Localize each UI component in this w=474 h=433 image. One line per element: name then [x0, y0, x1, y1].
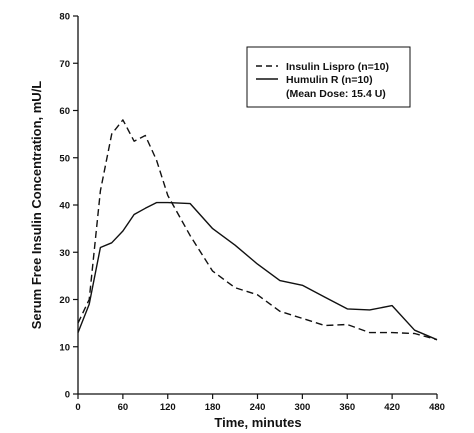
legend: Insulin Lispro (n=10) Humulin R (n=10) (… — [246, 46, 411, 108]
x-axis-title: Time, minutes — [214, 415, 301, 430]
x-tick-label: 420 — [384, 402, 400, 413]
legend-label-humulin: Humulin R (n=10) — [286, 74, 373, 86]
y-tick-label: 30 — [59, 248, 70, 259]
y-tick-label: 0 — [65, 390, 70, 401]
y-axis-title: Serum Free Insulin Concentration, mU/L — [29, 81, 44, 330]
legend-label-lispro: Insulin Lispro (n=10) — [286, 61, 389, 73]
legend-label-mean-dose: (Mean Dose: 15.4 U) — [286, 88, 386, 100]
series-layer — [77, 119, 438, 341]
y-tick-label: 60 — [59, 106, 70, 117]
y-ticks: 0 10 20 30 40 50 60 70 80 — [59, 12, 78, 401]
legend-box — [246, 46, 411, 108]
x-tick-label: 0 — [75, 402, 80, 413]
y-tick-label: 40 — [59, 201, 70, 212]
x-ticks: 0 60 120 180 240 300 360 420 480 — [75, 394, 445, 413]
x-tick-label: 180 — [205, 402, 221, 413]
series-line-humulin-r — [77, 201, 438, 341]
y-tick-label: 80 — [59, 12, 70, 23]
x-tick-label: 240 — [250, 402, 266, 413]
x-tick-label: 480 — [429, 402, 445, 413]
y-tick-label: 50 — [59, 153, 70, 164]
y-tick-label: 20 — [59, 295, 70, 306]
series-line-insulin-lispro — [77, 119, 438, 341]
y-tick-label: 10 — [59, 342, 70, 353]
x-tick-label: 120 — [160, 402, 176, 413]
x-tick-label: 60 — [118, 402, 129, 413]
y-tick-label: 70 — [59, 59, 70, 70]
x-tick-label: 360 — [339, 402, 355, 413]
x-tick-label: 300 — [294, 402, 310, 413]
